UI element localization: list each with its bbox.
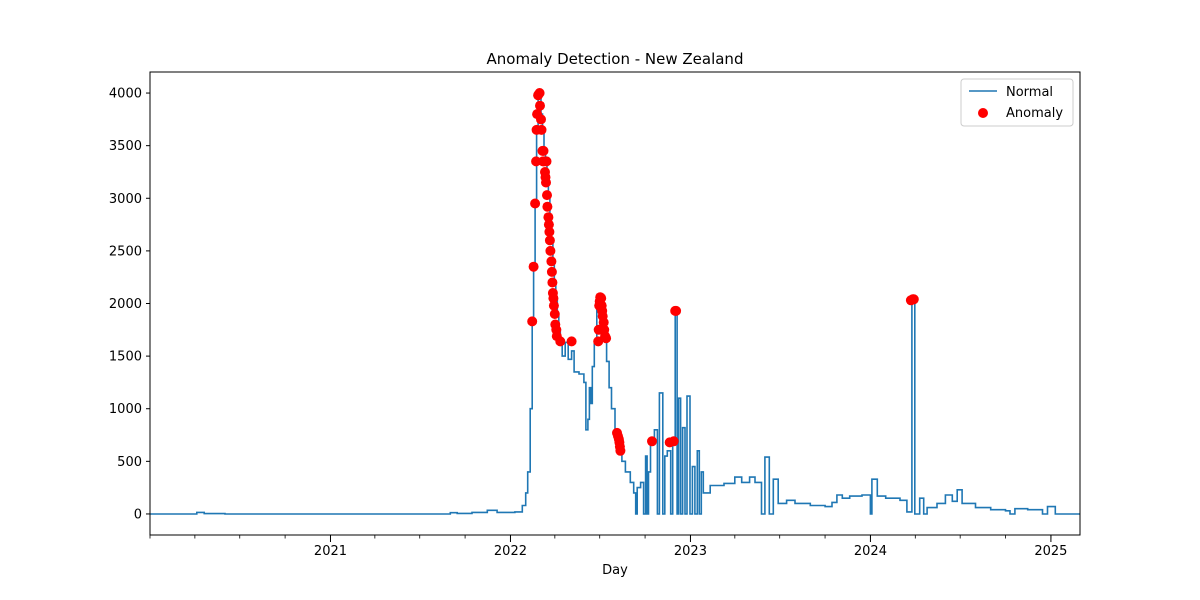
anomaly-point — [530, 198, 541, 209]
y-tick-label: 3000 — [109, 192, 142, 207]
y-tick-label: 2000 — [109, 297, 142, 312]
anomaly-point — [543, 212, 554, 223]
anomaly-point — [601, 333, 612, 344]
anomaly-point — [542, 190, 552, 201]
anomaly-point — [566, 336, 577, 347]
anomaly-point — [598, 317, 609, 328]
anomaly-point — [543, 219, 554, 230]
x-axis: 2021 2022 2023 2024 2025 — [149, 535, 1067, 559]
normal-series-line — [150, 92, 1080, 515]
anomaly-point — [668, 436, 679, 447]
y-tick-label: 4000 — [109, 87, 142, 102]
y-tick-label: 3500 — [109, 139, 142, 154]
anomaly-point — [534, 88, 545, 98]
anomaly-point — [546, 266, 557, 277]
anomaly-point — [615, 445, 626, 456]
anomaly-point — [671, 305, 682, 316]
anomaly-point — [542, 201, 553, 212]
anomaly-point — [549, 309, 560, 319]
y-tick-label: 500 — [117, 455, 142, 470]
anomaly-point — [546, 256, 557, 267]
anomaly-point — [536, 114, 546, 125]
anomaly-point — [528, 261, 539, 272]
anomaly-point — [647, 436, 657, 447]
anomaly-point — [535, 100, 545, 111]
x-tick-label: 2025 — [1034, 544, 1067, 559]
legend: Normal Anomaly — [960, 78, 1074, 127]
legend-normal-label: Normal — [1006, 85, 1053, 100]
plot-frame — [149, 71, 1081, 536]
x-tick-label: 2022 — [494, 544, 527, 559]
x-tick-label: 2021 — [314, 544, 347, 559]
y-axis: 0 500 1000 1500 2000 2500 3000 3500 4000 — [109, 87, 150, 522]
x-axis-label: Day — [602, 563, 628, 578]
anomaly-point — [544, 226, 555, 237]
anomaly-point — [547, 277, 558, 288]
anomaly-points — [527, 88, 919, 456]
anomaly-point — [538, 145, 549, 156]
y-tick-label: 1500 — [109, 350, 142, 365]
anomaly-point — [544, 235, 555, 246]
anomaly-point — [555, 336, 566, 347]
anomaly-point — [541, 156, 552, 167]
x-tick-label: 2024 — [854, 544, 887, 559]
anomaly-point — [548, 300, 559, 311]
anomaly-point — [545, 245, 556, 256]
y-tick-label: 0 — [134, 507, 142, 522]
anomaly-point — [527, 316, 538, 327]
anomaly-point — [541, 177, 551, 188]
y-tick-label: 1000 — [109, 402, 142, 417]
legend-anomaly-label: Anomaly — [1006, 106, 1063, 121]
legend-anomaly-swatch — [978, 108, 988, 118]
anomaly-point — [536, 124, 547, 135]
y-tick-label: 2500 — [109, 244, 142, 259]
x-tick-label: 2023 — [674, 544, 707, 559]
anomaly-point — [548, 293, 559, 304]
anomaly-point — [531, 156, 542, 167]
anomaly-point — [908, 294, 919, 305]
anomaly-point — [596, 293, 607, 304]
chart-title: Anomaly Detection - New Zealand — [487, 50, 744, 68]
anomaly-point — [593, 336, 604, 347]
